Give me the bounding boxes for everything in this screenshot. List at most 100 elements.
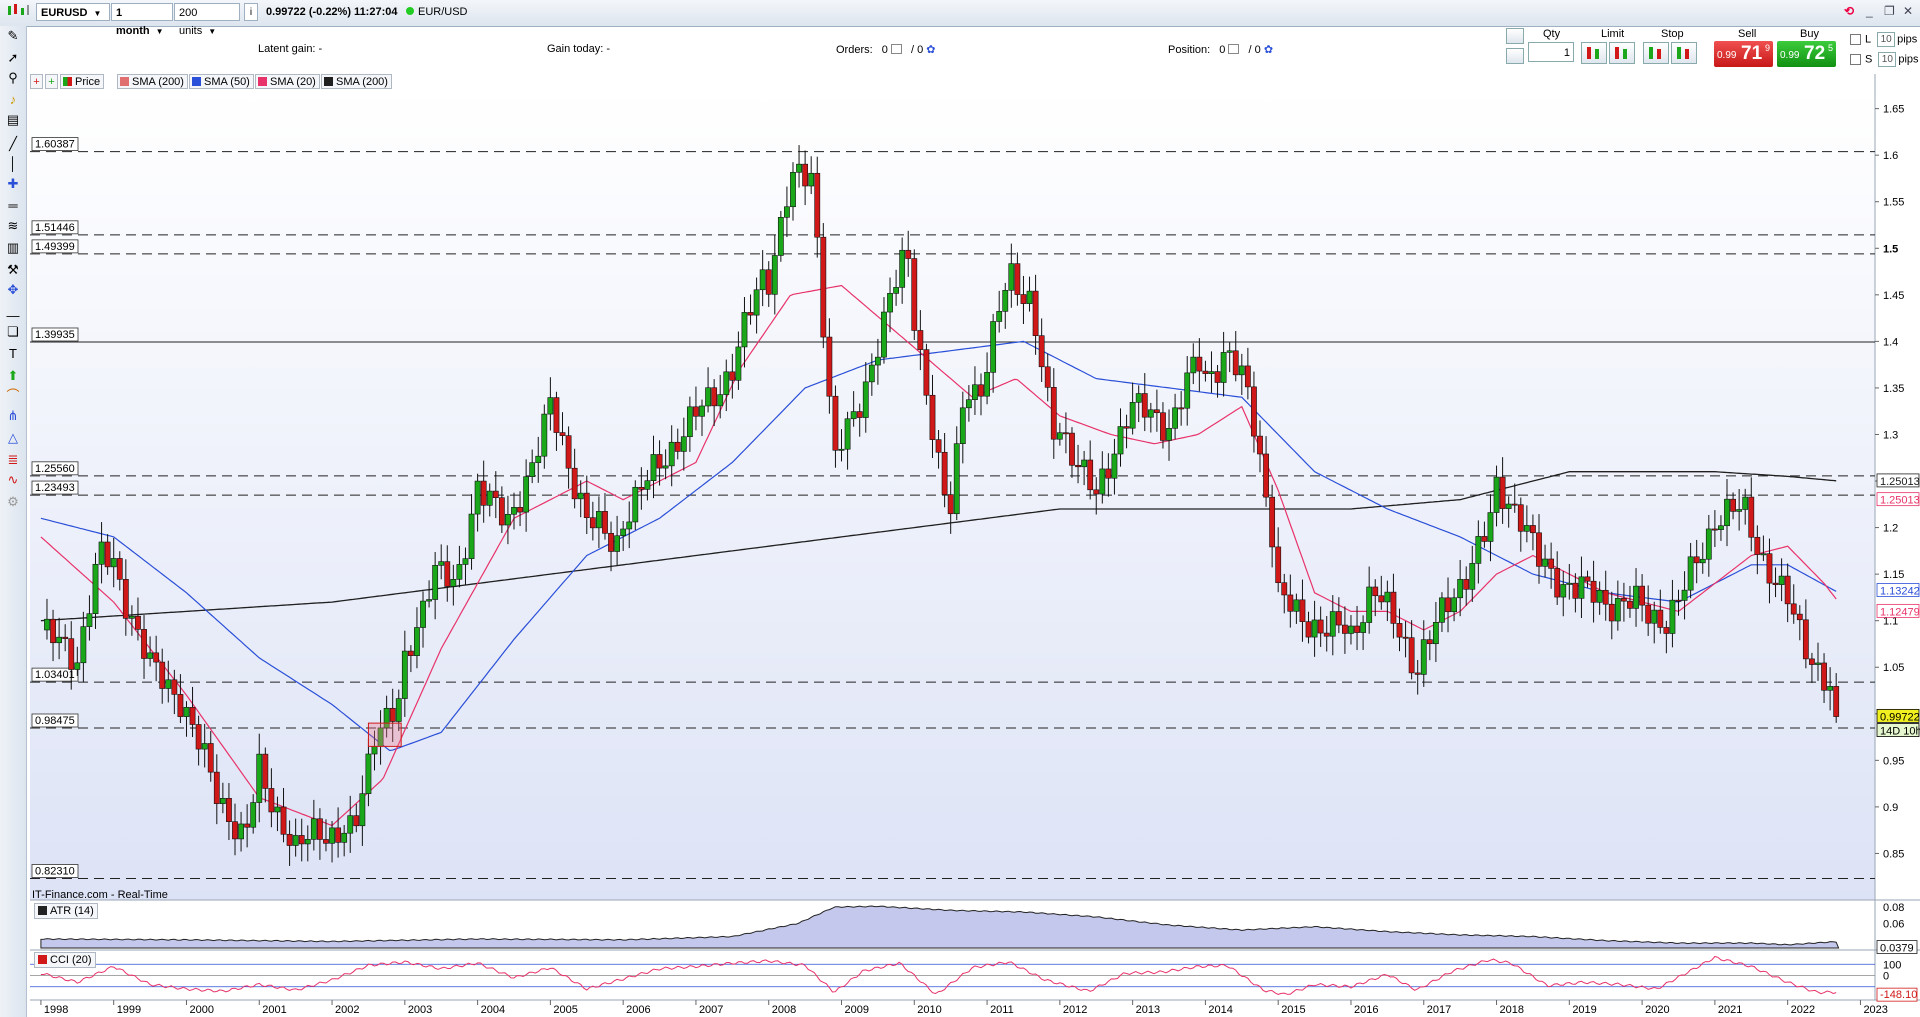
timeframe-select[interactable]: 1 month ▼ bbox=[111, 3, 173, 37]
candle-down bbox=[1287, 594, 1294, 612]
wrench-icon[interactable] bbox=[1506, 28, 1524, 44]
legend-price[interactable]: Price bbox=[60, 74, 105, 89]
legend-sma200-a[interactable]: SMA (200) bbox=[117, 74, 188, 89]
restore-icon[interactable]: ❐ bbox=[1884, 4, 1895, 18]
key-levels: 1.60387 1.51446 1.49399 1.39935 1.25560 1.234… bbox=[30, 137, 1875, 879]
cci-plot-area[interactable] bbox=[30, 950, 1875, 1000]
chart-type-icon[interactable] bbox=[6, 3, 34, 17]
candle-down bbox=[729, 371, 736, 381]
position-settings-icon[interactable]: ✿ bbox=[1263, 44, 1274, 56]
candle-down bbox=[1711, 528, 1718, 531]
legend-sma20[interactable]: SMA (20) bbox=[255, 74, 320, 89]
legend-sma50[interactable]: SMA (50) bbox=[189, 74, 254, 89]
alert-bell-icon[interactable]: ♪ bbox=[9, 92, 17, 107]
sell-button[interactable]: 0.99 71 9 bbox=[1714, 41, 1773, 67]
ruler-icon[interactable]: ▤ bbox=[6, 112, 20, 127]
zoom-icon[interactable]: ⚲ bbox=[8, 70, 18, 85]
level-label-box bbox=[31, 461, 79, 476]
candle-down bbox=[1044, 366, 1051, 388]
candle-up bbox=[996, 311, 1003, 322]
crosshair-icon[interactable]: ✚ bbox=[7, 176, 19, 191]
candle-up bbox=[219, 798, 226, 804]
add-overlay-icon[interactable]: + bbox=[45, 74, 58, 89]
qty-input[interactable]: 1 bbox=[1528, 42, 1574, 62]
triangle-icon[interactable]: △ bbox=[8, 430, 18, 445]
trendline-icon[interactable]: ╱ bbox=[9, 136, 17, 151]
atr-legend[interactable]: ATR (14) bbox=[34, 903, 98, 919]
arrow-up-icon[interactable]: ⬆ bbox=[7, 368, 19, 383]
fibonacci-icon[interactable]: ≣ bbox=[7, 452, 19, 467]
limit-pips-checkbox[interactable] bbox=[1850, 34, 1861, 45]
buy-button[interactable]: 0.99 72 5 bbox=[1777, 41, 1836, 67]
candle-up bbox=[1129, 402, 1136, 429]
limit-buy-button[interactable] bbox=[1581, 42, 1607, 64]
candle-down bbox=[674, 441, 681, 452]
horizontal-line-icon[interactable]: ═ bbox=[8, 198, 18, 213]
add-indicator-icon[interactable]: + bbox=[30, 74, 43, 89]
trash-icon[interactable]: ▥ bbox=[6, 240, 20, 255]
candle-up bbox=[596, 511, 602, 529]
candle-up bbox=[662, 465, 669, 469]
candle-down bbox=[1675, 599, 1682, 602]
candle-down bbox=[1463, 579, 1470, 590]
units-select[interactable]: 200 units ▼ bbox=[174, 3, 240, 37]
legend-sma200-b[interactable]: SMA (200) bbox=[321, 74, 392, 89]
position-list-icon[interactable] bbox=[1228, 44, 1240, 54]
tools-icon[interactable]: ⚒ bbox=[7, 262, 19, 277]
candle-up bbox=[165, 679, 172, 689]
orders-settings-icon[interactable]: ✿ bbox=[926, 44, 936, 56]
stop-sell-button[interactable] bbox=[1671, 42, 1697, 64]
candle-down bbox=[1378, 595, 1385, 603]
candle-up bbox=[899, 249, 906, 288]
candle-up bbox=[1026, 290, 1033, 304]
info-icon[interactable]: i bbox=[244, 3, 258, 21]
close-icon[interactable]: ✕ bbox=[1903, 4, 1914, 18]
cci-line bbox=[40, 955, 1837, 995]
stop-pips-input[interactable]: 10 bbox=[1878, 52, 1897, 67]
candle-down bbox=[207, 743, 214, 773]
candle-up bbox=[395, 698, 402, 722]
candle-up bbox=[1348, 625, 1354, 634]
cursor-icon[interactable]: ➚ bbox=[7, 50, 19, 65]
refresh-icon[interactable]: ⟲ bbox=[1844, 4, 1855, 18]
level-label: 1.39935 bbox=[35, 329, 75, 341]
separator-icon: — bbox=[6, 308, 20, 323]
candle-up bbox=[723, 371, 730, 395]
candle-down bbox=[298, 835, 305, 845]
trade-panel: Qty 1 Limit Stop Sell 0.99 71 9 Buy 0.99… bbox=[1505, 26, 1920, 72]
text-tool-icon[interactable]: T bbox=[9, 346, 17, 361]
limit-sell-button[interactable] bbox=[1609, 42, 1635, 64]
stop-pips-checkbox[interactable] bbox=[1850, 54, 1861, 65]
candle-down bbox=[1809, 658, 1815, 665]
candle-up bbox=[80, 626, 87, 664]
candle-up bbox=[1724, 498, 1730, 527]
candle-up bbox=[432, 565, 439, 600]
symbol-select[interactable]: EURUSD ▼ bbox=[36, 3, 110, 21]
chart-type-icons[interactable] bbox=[2, 3, 36, 21]
candle-up bbox=[1184, 372, 1191, 409]
settings-icon[interactable]: ⚙ bbox=[7, 494, 19, 509]
calculator-icon[interactable] bbox=[1506, 48, 1524, 64]
data-credit: IT-Finance.com - Real-Time bbox=[32, 889, 168, 901]
pitchfork-icon[interactable]: ⋔ bbox=[7, 408, 19, 423]
move-icon[interactable]: ✥ bbox=[7, 282, 19, 297]
candle-down bbox=[802, 163, 809, 187]
copy-icon[interactable]: ❏ bbox=[7, 324, 19, 339]
candle-up bbox=[1560, 584, 1567, 598]
y-tick-label: 1.5 bbox=[1883, 243, 1898, 255]
channel-icon[interactable]: ≋ bbox=[7, 218, 19, 233]
candle-up bbox=[547, 397, 554, 415]
limit-pips-input[interactable]: 10 bbox=[1877, 32, 1896, 47]
cci-legend[interactable]: CCI (20) bbox=[34, 952, 96, 968]
minimize-icon[interactable]: _ bbox=[1866, 4, 1873, 18]
candle-down bbox=[50, 618, 56, 644]
vertical-line-icon[interactable]: │ bbox=[8, 156, 18, 171]
stop-buy-button[interactable] bbox=[1643, 42, 1669, 64]
candle-up bbox=[796, 163, 802, 173]
arc-icon[interactable]: ⌒ bbox=[6, 388, 20, 403]
candle-down bbox=[1481, 536, 1488, 542]
pencil-icon[interactable]: ✎ bbox=[7, 28, 19, 43]
order-list-icon[interactable] bbox=[890, 44, 902, 54]
wave-icon[interactable]: ∿ bbox=[7, 472, 19, 487]
